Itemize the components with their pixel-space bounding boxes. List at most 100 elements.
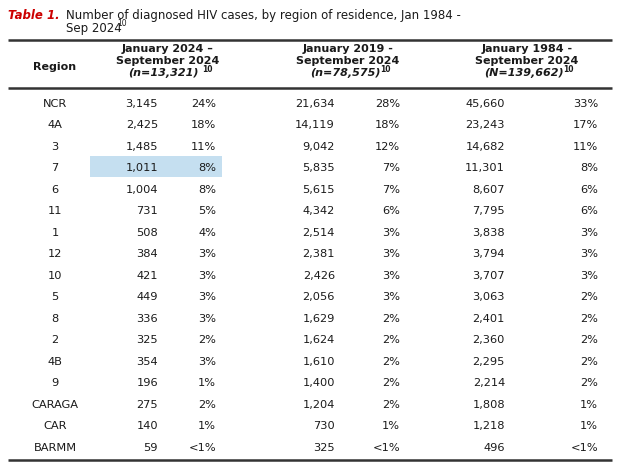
Text: 6%: 6% (580, 206, 598, 216)
Text: 45,660: 45,660 (466, 98, 505, 108)
Text: 3,794: 3,794 (472, 249, 505, 259)
Text: 1,629: 1,629 (303, 314, 335, 323)
Text: 2,381: 2,381 (303, 249, 335, 259)
Text: 2%: 2% (580, 335, 598, 345)
Text: 508: 508 (136, 228, 158, 238)
Text: 2: 2 (51, 335, 58, 345)
Text: 275: 275 (136, 399, 158, 409)
Text: 1,610: 1,610 (303, 357, 335, 367)
Text: 5,615: 5,615 (303, 184, 335, 195)
Text: 3%: 3% (382, 249, 400, 259)
Text: 325: 325 (313, 443, 335, 453)
Text: 1: 1 (51, 228, 59, 238)
Text: 140: 140 (136, 421, 158, 431)
Text: 1%: 1% (382, 421, 400, 431)
Text: 1,004: 1,004 (125, 184, 158, 195)
Text: 4B: 4B (48, 357, 63, 367)
Text: 4,342: 4,342 (303, 206, 335, 216)
Text: 3: 3 (51, 142, 59, 152)
Text: 2%: 2% (580, 357, 598, 367)
Text: 10: 10 (48, 271, 62, 281)
Text: 2,425: 2,425 (126, 120, 158, 130)
Text: 28%: 28% (375, 98, 400, 108)
Text: 2%: 2% (580, 292, 598, 302)
Text: (n=13,321): (n=13,321) (128, 68, 198, 78)
Text: 2,295: 2,295 (472, 357, 505, 367)
Text: 2,056: 2,056 (303, 292, 335, 302)
Text: 3%: 3% (382, 292, 400, 302)
Text: (n=78,575): (n=78,575) (310, 68, 380, 78)
Text: 17%: 17% (573, 120, 598, 130)
Text: 11,301: 11,301 (465, 163, 505, 173)
Text: 6%: 6% (580, 184, 598, 195)
Text: 23,243: 23,243 (466, 120, 505, 130)
Text: January 2019 -: January 2019 - (303, 44, 394, 54)
Text: 2,360: 2,360 (472, 335, 505, 345)
Text: 421: 421 (136, 271, 158, 281)
Text: Table 1.: Table 1. (8, 9, 60, 22)
Text: 18%: 18% (191, 120, 216, 130)
Text: 8%: 8% (580, 163, 598, 173)
Text: 8%: 8% (198, 184, 216, 195)
Text: 1,400: 1,400 (303, 378, 335, 388)
Text: 2%: 2% (580, 314, 598, 323)
Text: 6%: 6% (382, 206, 400, 216)
Text: <1%: <1% (188, 443, 216, 453)
Text: 2%: 2% (382, 357, 400, 367)
Text: 3%: 3% (580, 228, 598, 238)
Text: 1,218: 1,218 (472, 421, 505, 431)
Text: 2%: 2% (382, 314, 400, 323)
Text: 12%: 12% (375, 142, 400, 152)
Text: 7%: 7% (382, 184, 400, 195)
Text: 11: 11 (48, 206, 62, 216)
Text: 3%: 3% (198, 271, 216, 281)
Text: 11%: 11% (191, 142, 216, 152)
Text: 2%: 2% (580, 378, 598, 388)
Text: 7%: 7% (382, 163, 400, 173)
Text: 1,808: 1,808 (472, 399, 505, 409)
Text: 1,011: 1,011 (125, 163, 158, 173)
Text: 33%: 33% (573, 98, 598, 108)
Text: Sep 2024: Sep 2024 (66, 22, 122, 35)
Text: 3%: 3% (580, 271, 598, 281)
Text: 1%: 1% (198, 378, 216, 388)
Text: 21,634: 21,634 (296, 98, 335, 108)
Text: 5: 5 (51, 292, 59, 302)
Text: 18%: 18% (374, 120, 400, 130)
Text: 24%: 24% (191, 98, 216, 108)
Text: 2,514: 2,514 (303, 228, 335, 238)
Text: January 1984 -: January 1984 - (482, 44, 572, 54)
Text: 2%: 2% (198, 399, 216, 409)
Text: 3%: 3% (382, 228, 400, 238)
Text: 3,063: 3,063 (472, 292, 505, 302)
Text: 4%: 4% (198, 228, 216, 238)
Text: 9,042: 9,042 (303, 142, 335, 152)
Text: 2,214: 2,214 (472, 378, 505, 388)
Text: September 2024: September 2024 (117, 56, 219, 66)
Text: 3%: 3% (198, 249, 216, 259)
Text: 731: 731 (136, 206, 158, 216)
Text: 10: 10 (202, 65, 213, 74)
Text: 1,204: 1,204 (303, 399, 335, 409)
Text: 2,426: 2,426 (303, 271, 335, 281)
Text: 12: 12 (48, 249, 62, 259)
Text: 336: 336 (136, 314, 158, 323)
Text: 2,401: 2,401 (472, 314, 505, 323)
Text: 325: 325 (136, 335, 158, 345)
Text: 1,624: 1,624 (303, 335, 335, 345)
Text: 3%: 3% (198, 314, 216, 323)
Text: September 2024: September 2024 (296, 56, 400, 66)
Text: 6: 6 (51, 184, 58, 195)
Text: 3,707: 3,707 (472, 271, 505, 281)
Text: 3%: 3% (580, 249, 598, 259)
Text: September 2024: September 2024 (476, 56, 578, 66)
Text: 3%: 3% (198, 292, 216, 302)
Text: 196: 196 (136, 378, 158, 388)
Text: 8,607: 8,607 (472, 184, 505, 195)
Text: 3%: 3% (198, 357, 216, 367)
Text: 730: 730 (313, 421, 335, 431)
Text: 1%: 1% (580, 399, 598, 409)
Text: 10: 10 (117, 19, 126, 28)
Text: 5%: 5% (198, 206, 216, 216)
Text: 3,145: 3,145 (125, 98, 158, 108)
